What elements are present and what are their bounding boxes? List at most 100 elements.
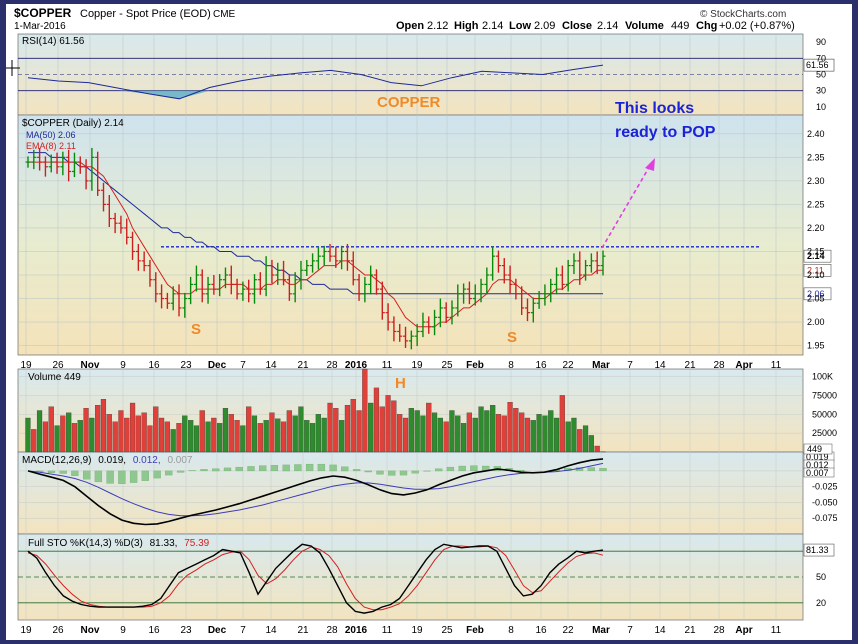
volume-bar: [519, 412, 525, 453]
ohlc-bar: [356, 274, 362, 301]
price-y-tick: 2.35: [807, 152, 825, 162]
volume-bar: [54, 425, 60, 453]
vol-last-box: [803, 443, 833, 455]
volume-bar: [205, 421, 211, 453]
volume-bar: [147, 425, 153, 453]
ohlc-bar: [292, 272, 298, 303]
volume-bar: [350, 399, 356, 453]
sto-x-tick-label: 11: [382, 625, 393, 636]
macd-histogram-bar: [270, 465, 279, 472]
volume-bar: [129, 402, 136, 453]
macd-histogram-bar: [294, 464, 302, 472]
macd-signal-line: [27, 462, 604, 517]
volume-bar: [559, 395, 565, 453]
ohlc-bar: [164, 292, 170, 309]
volume-bar: [141, 412, 147, 453]
volume-bar: [414, 410, 420, 453]
volume-bar: [280, 421, 287, 453]
volume-bar: [571, 417, 577, 453]
rsi-oversold-fill: [28, 90, 603, 99]
ohlc-bar: [565, 259, 571, 292]
sto-x-tick-label: Mar: [592, 625, 610, 636]
sto-x-tick-label: 7: [627, 625, 633, 636]
ohlc-bar: [321, 245, 327, 267]
ohlc-bar: [222, 267, 228, 289]
ma50-line: [28, 152, 603, 295]
volume-bar: [135, 415, 141, 453]
macd-right-label: 0.012: [806, 460, 829, 470]
ohlc-bar: [193, 265, 199, 292]
volume-bar: [594, 445, 600, 453]
macd-histogram-bar: [165, 470, 173, 476]
price-right-box: [803, 249, 832, 263]
ohlc-bar: [304, 259, 310, 276]
volume-bar: [153, 406, 159, 453]
x-tick-label: 14: [265, 360, 277, 371]
macd-histogram-bar: [223, 467, 232, 472]
sto-x-tick-label: Dec: [208, 625, 227, 636]
price-y-tick: 2.00: [807, 317, 825, 327]
ohlc-bar: [554, 267, 560, 295]
ohlc-bar: [507, 265, 513, 295]
macd-histogram-bar: [317, 463, 326, 472]
x-tick-label: 9: [120, 360, 126, 371]
ohlc-bar: [95, 151, 101, 196]
ohlc-bar: [519, 286, 525, 315]
macd-histogram-bar: [83, 470, 91, 480]
volume-bar: [426, 402, 432, 453]
ohlc-bar: [176, 284, 182, 317]
ohlc-bar: [600, 250, 606, 276]
price-right-label: 2.11: [807, 265, 824, 275]
ohlc-bar: [60, 151, 66, 176]
volume-bar: [315, 414, 321, 453]
ohlc-bar: [188, 276, 194, 305]
volume-bar: [298, 406, 304, 453]
ema8-legend: EMA(8) 2.11: [26, 141, 76, 151]
volume-bar: [402, 417, 409, 453]
macd-histogram-bar: [388, 470, 396, 476]
ohlc-bar: [147, 259, 153, 287]
ohlc-bar: [524, 298, 530, 322]
volume-bar: [36, 410, 43, 453]
ohlc-bar: [542, 284, 548, 306]
x-tick-label: 21: [684, 360, 696, 371]
x-tick-label: Dec: [208, 360, 227, 371]
ohlc-bar: [298, 260, 304, 290]
stock-chart: $COPPER Copper - Spot Price (EOD) CME 1-…: [6, 6, 838, 636]
x-tick-label: 16: [535, 360, 547, 371]
ohlc-bar: [199, 269, 205, 303]
volume-bar: [60, 415, 66, 453]
macd-histogram-bar: [141, 470, 149, 481]
volume-bars: [25, 368, 606, 453]
ohlc-bar: [159, 284, 165, 309]
ohlc-bar: [217, 274, 223, 297]
ohlc-bar: [571, 253, 577, 275]
ohlc-bar: [101, 182, 107, 212]
x-tick-label: 21: [297, 360, 309, 371]
price-y-tick: 1.95: [807, 341, 825, 351]
ohlc-bar: [559, 265, 565, 291]
vol-y-tick: 25000: [812, 428, 837, 438]
macd-histogram-bar: [599, 468, 607, 472]
ohlc-bar: [170, 286, 176, 311]
ohlc-bar: [484, 267, 490, 295]
ohlc-bar: [490, 246, 496, 281]
price-panel: [17, 114, 804, 356]
volume-bar: [443, 421, 449, 453]
sto-x-tick-label: 25: [441, 625, 453, 636]
sto-x-tick-label: 21: [297, 625, 309, 636]
volume-bar: [188, 420, 194, 453]
vol-y-tick: 75000: [812, 390, 837, 400]
price-series: 2.14 2.11 2.06: [25, 147, 832, 350]
rsi-legend: RSI(14) 61.56: [22, 36, 85, 47]
rsi-y-tick: 90: [816, 37, 826, 47]
macd-histogram-bar: [411, 470, 419, 474]
volume-bar: [83, 408, 89, 453]
ohlc-bar: [66, 149, 72, 182]
macd-y-tick: -0.025: [812, 482, 838, 492]
price-y-tick: 2.30: [807, 176, 825, 186]
ohlc-volume: 449: [671, 20, 689, 32]
sto-x-tick-label: Feb: [466, 625, 484, 636]
macd-histogram-bar: [282, 464, 290, 472]
x-tick-label: 22: [562, 360, 574, 371]
